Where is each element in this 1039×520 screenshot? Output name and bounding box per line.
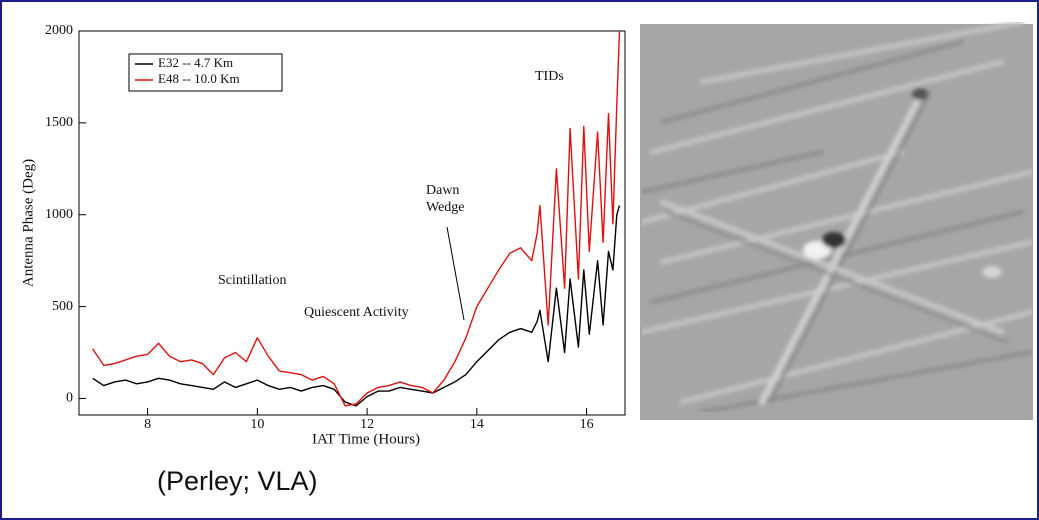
x-tick-label: 14	[470, 417, 484, 432]
annotation: TIDs	[535, 69, 564, 84]
y-tick-label: 1000	[45, 207, 73, 222]
annotation: Scintillation	[218, 273, 287, 288]
plot-frame	[78, 30, 626, 416]
annotation-pointer	[446, 226, 465, 321]
x-tick-label: 10	[250, 417, 264, 432]
legend-label: E48 -- 10.0 Km	[158, 71, 240, 86]
annotation: Dawn Wedge	[426, 183, 465, 215]
caption: (Perley; VLA)	[157, 466, 318, 496]
y-tick-label: 2000	[45, 23, 73, 38]
x-axis-label: IAT Time (Hours)	[312, 431, 420, 447]
y-tick-label: 0	[66, 391, 73, 406]
x-tick-label: 12	[360, 417, 374, 432]
y-axis-label: Antenna Phase (Deg)	[20, 159, 36, 287]
legend-label: E32 -- 4.7 Km	[158, 55, 233, 70]
x-tick-label: 8	[144, 417, 151, 432]
annotation: Quiescent Activity	[304, 305, 409, 320]
data-line	[92, 30, 621, 407]
x-tick-label: 16	[580, 417, 594, 432]
legend-box	[128, 53, 283, 92]
y-tick-label: 1500	[45, 115, 73, 130]
data-line	[92, 205, 621, 407]
y-tick-label: 500	[52, 299, 73, 314]
sky-image	[639, 19, 1035, 420]
